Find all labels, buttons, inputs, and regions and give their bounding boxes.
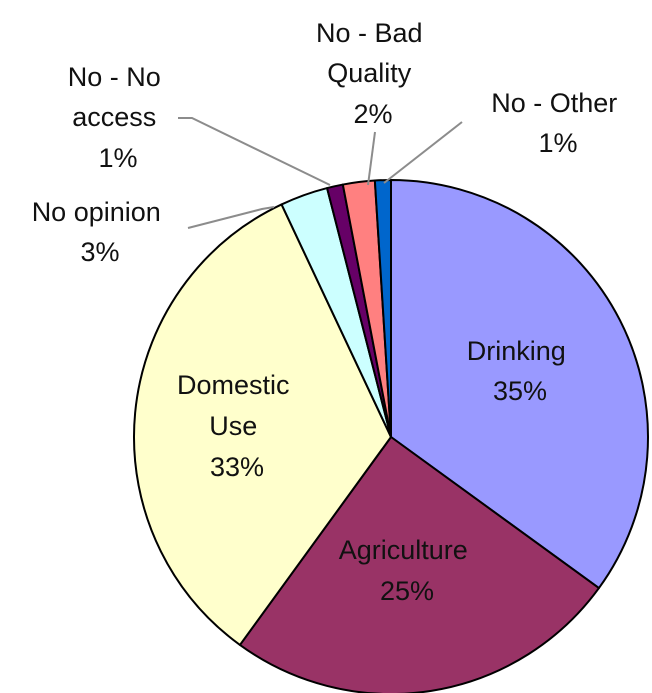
- slice-label-agriculture: Agriculture 25%: [339, 535, 476, 606]
- pie-slices: [133, 179, 649, 693]
- pie-slice-agriculture: [238, 436, 600, 693]
- leader-lines: [178, 117, 463, 229]
- pie-slice-domestic-use: [133, 203, 392, 646]
- slice-label-domestic-use: Domestic Use 33%: [177, 370, 297, 482]
- leader-line-no-bad-quality: [367, 131, 376, 186]
- slice-label-drinking: Drinking 35%: [467, 336, 574, 406]
- slice-label-no-opinion: No opinion 3%: [32, 197, 169, 267]
- slice-label-no-no-access: No - No access 1%: [68, 62, 169, 173]
- pie-slice-no-other: [373, 179, 392, 438]
- slice-label-no-bad-quality: No - Bad Quality 2%: [316, 18, 430, 129]
- leader-line-no-opinion: [187, 206, 275, 229]
- leader-line-no-other: [383, 121, 463, 184]
- pie-slice-drinking: [390, 179, 649, 590]
- leader-line-no-no-access: [178, 117, 331, 186]
- slice-label-no-other: No - Other 1%: [491, 88, 625, 158]
